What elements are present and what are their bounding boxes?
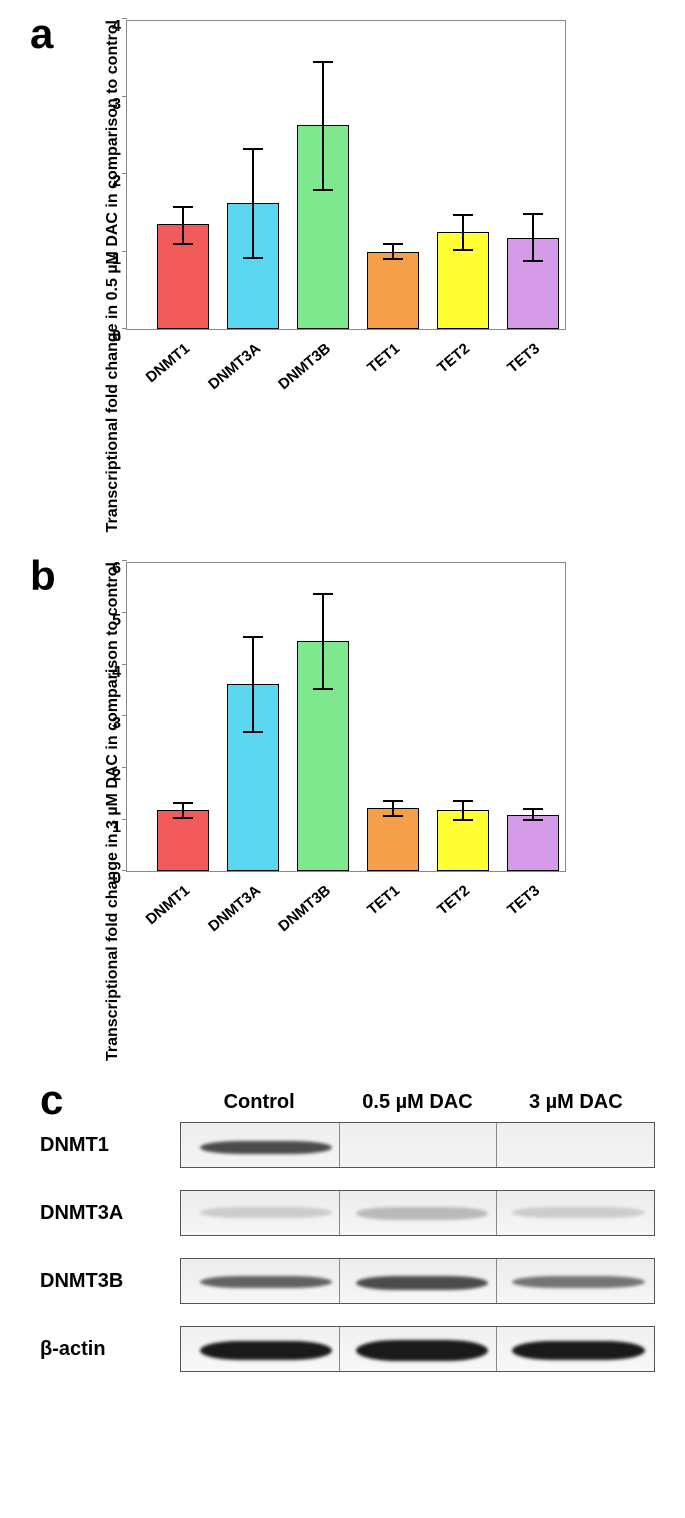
chart-b-bar-tet1 bbox=[367, 808, 419, 871]
chart-b-ytick: 4 bbox=[112, 664, 127, 682]
blot-band bbox=[356, 1340, 488, 1361]
blot-band bbox=[356, 1276, 488, 1290]
chart-b-ylabel: Transcriptional fold change in 3 µM DAC … bbox=[100, 562, 126, 1061]
blot-image bbox=[180, 1258, 655, 1304]
chart-b-errorbar bbox=[252, 637, 254, 732]
panel-a-label: a bbox=[30, 10, 53, 58]
panel-c-header: 0.5 µM DAC bbox=[338, 1091, 496, 1114]
chart-a-xlabels: DNMT1DNMT3ADNMT3B TET1 TET2 TET3 bbox=[126, 330, 566, 410]
blot-row-dnmt3a: DNMT3A bbox=[40, 1190, 655, 1236]
chart-b-xlabel: TET1 bbox=[364, 882, 403, 919]
chart-b-xlabel: DNMT3B bbox=[275, 882, 334, 935]
blot-band bbox=[200, 1207, 332, 1218]
blot-image bbox=[180, 1122, 655, 1168]
chart-a-bar-tet1 bbox=[367, 252, 419, 330]
panel-c-label: c bbox=[40, 1076, 63, 1124]
chart-a-ytick: 0 bbox=[112, 328, 127, 346]
blot-row-dnmt3b: DNMT3B bbox=[40, 1258, 655, 1304]
panel-b-label: b bbox=[30, 552, 56, 600]
chart-a-errorbar bbox=[252, 149, 254, 258]
chart-a-xlabel: TET1 bbox=[364, 340, 403, 377]
blot-label: β-actin bbox=[40, 1338, 180, 1361]
blot-band bbox=[512, 1207, 644, 1218]
chart-b-bar-dnmt1 bbox=[157, 810, 209, 871]
chart-a-xlabel: DNMT3B bbox=[275, 340, 334, 393]
blot-row-actin: β-actin bbox=[40, 1326, 655, 1372]
chart-b-xlabel: TET2 bbox=[434, 882, 473, 919]
chart-b-ytick: 1 bbox=[112, 819, 127, 837]
blot-band bbox=[512, 1341, 644, 1361]
blot-band bbox=[356, 1207, 488, 1220]
chart-b-errorbar bbox=[392, 801, 394, 817]
chart-a-ytick: 2 bbox=[112, 173, 127, 191]
chart-b-ytick: 6 bbox=[112, 560, 127, 578]
chart-b-wrap: Transcriptional fold change in 3 µM DAC … bbox=[100, 562, 655, 1061]
panel-b: b Transcriptional fold change in 3 µM DA… bbox=[30, 562, 655, 1061]
chart-a-wrap: Transcriptional fold change in 0.5 µM DA… bbox=[100, 20, 655, 532]
panel-c: c Control0.5 µM DAC3 µM DAC DNMT1DNMT3AD… bbox=[40, 1091, 655, 1372]
chart-a-errorbar bbox=[532, 214, 534, 261]
chart-a-ytick: 4 bbox=[112, 18, 127, 36]
chart-b-ytick: 3 bbox=[112, 715, 127, 733]
chart-a-xlabel: TET3 bbox=[504, 340, 543, 377]
chart-a-errorbar bbox=[392, 244, 394, 260]
chart-a-errorbar bbox=[182, 207, 184, 244]
chart-b-ytick: 2 bbox=[112, 767, 127, 785]
chart-a-plot: 01234 bbox=[126, 20, 566, 330]
chart-a-ytick: 3 bbox=[112, 96, 127, 114]
chart-b-errorbar bbox=[462, 801, 464, 820]
chart-b-ytick: 0 bbox=[112, 870, 127, 888]
chart-b-ytick: 5 bbox=[112, 612, 127, 630]
chart-b-plot: 0123456 bbox=[126, 562, 566, 872]
blot-label: DNMT3B bbox=[40, 1270, 180, 1293]
panel-c-header: Control bbox=[180, 1091, 338, 1114]
chart-b-errorbar bbox=[182, 803, 184, 819]
chart-a-errorbar bbox=[462, 215, 464, 250]
blot-band bbox=[200, 1341, 332, 1361]
panel-c-header: 3 µM DAC bbox=[497, 1091, 655, 1114]
blot-band bbox=[200, 1276, 332, 1288]
blot-label: DNMT3A bbox=[40, 1202, 180, 1225]
panel-c-headers: Control0.5 µM DAC3 µM DAC bbox=[180, 1091, 655, 1114]
chart-a-body: 01234 DNMT1DNMT3ADNMT3B TET1 TET2 TET3 bbox=[126, 20, 566, 532]
chart-a-errorbar bbox=[322, 62, 324, 190]
chart-a-xlabel: TET2 bbox=[434, 340, 473, 377]
chart-b-xlabel: DNMT3A bbox=[205, 882, 264, 935]
chart-a-xlabel: DNMT1 bbox=[143, 340, 194, 386]
blot-row-dnmt1: DNMT1 bbox=[40, 1122, 655, 1168]
chart-a-ytick: 1 bbox=[112, 251, 127, 269]
chart-b-xlabel: TET3 bbox=[504, 882, 543, 919]
chart-a-xlabel: DNMT3A bbox=[205, 340, 264, 393]
blot-image bbox=[180, 1326, 655, 1372]
panel-c-rows: DNMT1 DNMT3A DNMT3B β-actin bbox=[40, 1122, 655, 1372]
chart-b-errorbar bbox=[322, 594, 324, 689]
chart-b-xlabel: DNMT1 bbox=[143, 882, 194, 928]
panel-a: a Transcriptional fold change in 0.5 µM … bbox=[30, 20, 655, 532]
chart-b-body: 0123456 DNMT1DNMT3ADNMT3B TET1 TET2 TET3 bbox=[126, 562, 566, 1061]
blot-label: DNMT1 bbox=[40, 1134, 180, 1157]
blot-band bbox=[200, 1141, 332, 1154]
blot-image bbox=[180, 1190, 655, 1236]
chart-b-bar-tet3 bbox=[507, 815, 559, 872]
chart-b-xlabels: DNMT1DNMT3ADNMT3B TET1 TET2 TET3 bbox=[126, 872, 566, 952]
blot-band bbox=[512, 1276, 644, 1287]
